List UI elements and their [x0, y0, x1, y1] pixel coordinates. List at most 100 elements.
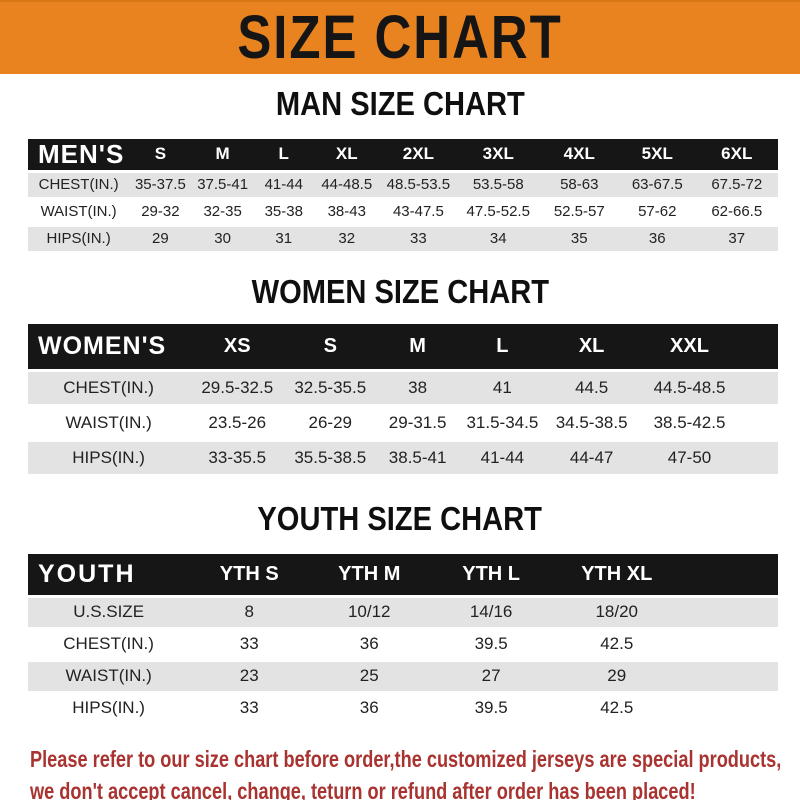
women-col-xxl: XXL: [638, 324, 741, 369]
women-cell: 41: [460, 372, 545, 404]
women-header-row: WOMEN'S XS S M L XL XXL: [28, 324, 778, 369]
men-table-row: CHEST(IN.) 35-37.5 37.5-41 41-44 44-48.5 48.5…: [28, 172, 778, 197]
youth-row-label: CHEST(IN.): [28, 629, 190, 659]
youth-section-heading-text: YOUTH SIZE CHART: [257, 501, 543, 538]
men-col-4xl: 4XL: [539, 138, 619, 170]
youth-col-yth-xl: YTH XL: [553, 553, 681, 595]
women-cell: 26-29: [285, 407, 376, 439]
youth-col-yth-m: YTH M: [309, 553, 430, 595]
men-table-row: WAIST(IN.) 29-32 32-35 35-38 38-43 43-47.5 47.…: [28, 199, 778, 224]
youth-header-filler: [680, 553, 778, 595]
men-cell: 30: [191, 226, 254, 251]
women-col-xs: XS: [189, 324, 286, 369]
women-col-l: L: [460, 324, 545, 369]
men-cell: 35-38: [253, 199, 314, 224]
men-cell: 44-48.5: [313, 172, 380, 197]
women-cell: 34.5-38.5: [544, 407, 639, 439]
youth-cell: 27: [429, 661, 553, 691]
youth-row-label: WAIST(IN.): [28, 661, 190, 691]
women-cell: 29-31.5: [375, 407, 460, 439]
men-cell: 31: [253, 226, 314, 251]
men-header-row: MEN'S S M L XL 2XL 3XL 4XL 5XL 6XL: [28, 138, 778, 170]
women-cell-filler: [740, 372, 778, 404]
youth-cell-filler: [680, 597, 778, 627]
men-cell: 48.5-53.5: [379, 172, 457, 197]
women-cell: 31.5-34.5: [460, 407, 545, 439]
youth-cell: 33: [189, 693, 310, 723]
women-cell: 32.5-35.5: [285, 372, 376, 404]
men-cell: 37.5-41: [191, 172, 254, 197]
men-col-l: L: [253, 138, 314, 170]
men-cell: 34: [457, 226, 540, 251]
youth-header-label: YOUTH: [28, 553, 190, 595]
women-row-label: WAIST(IN.): [28, 407, 190, 439]
men-cell: 37: [695, 226, 778, 251]
youth-size-table: YOUTH YTH S YTH M YTH L YTH XL U.S.SIZE 8 10/1…: [28, 551, 778, 726]
disclaimer-line-1: Please refer to our size chart before or…: [30, 745, 782, 772]
women-table-row: HIPS(IN.) 33-35.5 35.5-38.5 38.5-41 41-44 44-…: [28, 442, 778, 474]
men-col-6xl: 6XL: [695, 138, 778, 170]
women-col-m: M: [375, 324, 460, 369]
disclaimer-line-2: we don't accept cancel, change, teturn o…: [30, 777, 696, 800]
women-cell-filler: [740, 442, 778, 474]
women-col-xl: XL: [544, 324, 639, 369]
men-col-xl: XL: [313, 138, 380, 170]
men-cell: 32: [313, 226, 380, 251]
men-cell: 36: [619, 226, 696, 251]
youth-table-row: U.S.SIZE 8 10/12 14/16 18/20: [28, 597, 778, 627]
men-cell: 43-47.5: [379, 199, 457, 224]
women-col-s: S: [285, 324, 376, 369]
men-cell: 52.5-57: [539, 199, 619, 224]
men-cell: 62-66.5: [695, 199, 778, 224]
women-section-heading: WOMEN SIZE CHART: [0, 273, 800, 311]
youth-cell: 33: [189, 629, 310, 659]
men-cell: 53.5-58: [457, 172, 540, 197]
women-row-label: HIPS(IN.): [28, 442, 190, 474]
youth-cell: 10/12: [309, 597, 430, 627]
men-section-heading-text: MAN SIZE CHART: [275, 86, 525, 123]
men-col-m: M: [191, 138, 254, 170]
men-col-3xl: 3XL: [457, 138, 540, 170]
men-cell: 35: [539, 226, 619, 251]
women-row-label: CHEST(IN.): [28, 372, 190, 404]
youth-cell: 42.5: [553, 629, 681, 659]
youth-size-table-wrap: YOUTH YTH S YTH M YTH L YTH XL U.S.SIZE 8 10/1…: [28, 551, 778, 726]
men-header-label: MEN'S: [28, 138, 130, 170]
youth-cell: 36: [309, 629, 430, 659]
men-cell: 29-32: [129, 199, 192, 224]
women-cell: 44.5-48.5: [638, 372, 741, 404]
men-col-s: S: [129, 138, 192, 170]
women-header-label: WOMEN'S: [28, 324, 190, 369]
men-cell: 32-35: [191, 199, 254, 224]
youth-cell-filler: [680, 629, 778, 659]
youth-cell: 36: [309, 693, 430, 723]
men-cell: 29: [129, 226, 192, 251]
women-cell: 33-35.5: [189, 442, 286, 474]
youth-table-row: WAIST(IN.) 23 25 27 29: [28, 661, 778, 691]
men-row-label: WAIST(IN.): [28, 199, 130, 224]
youth-col-yth-l: YTH L: [429, 553, 553, 595]
women-section-heading-text: WOMEN SIZE CHART: [251, 273, 549, 311]
youth-cell: 8: [189, 597, 310, 627]
youth-cell-filler: [680, 693, 778, 723]
men-size-table-wrap: MEN'S S M L XL 2XL 3XL 4XL 5XL 6XL CHEST(IN.) 35-3…: [28, 136, 778, 254]
women-cell: 44.5: [544, 372, 639, 404]
women-size-table: WOMEN'S XS S M L XL XXL CHEST(IN.) 29.5-32.5 32.…: [28, 321, 778, 477]
youth-table-row: HIPS(IN.) 33 36 39.5 42.5: [28, 693, 778, 723]
youth-header-row: YOUTH YTH S YTH M YTH L YTH XL: [28, 553, 778, 595]
men-cell: 67.5-72: [695, 172, 778, 197]
youth-cell: 39.5: [429, 629, 553, 659]
youth-row-label: HIPS(IN.): [28, 693, 190, 723]
youth-cell: 23: [189, 661, 310, 691]
men-cell: 57-62: [619, 199, 696, 224]
men-row-label: CHEST(IN.): [28, 172, 130, 197]
women-cell: 44-47: [544, 442, 639, 474]
women-size-table-wrap: WOMEN'S XS S M L XL XXL CHEST(IN.) 29.5-32.5 32.…: [28, 321, 778, 477]
women-cell: 47-50: [638, 442, 741, 474]
men-cell: 41-44: [253, 172, 314, 197]
men-cell: 35-37.5: [129, 172, 192, 197]
banner-title: SIZE CHART: [237, 3, 563, 73]
men-section-heading: MAN SIZE CHART: [0, 86, 800, 123]
women-table-row: WAIST(IN.) 23.5-26 26-29 29-31.5 31.5-34.5 34…: [28, 407, 778, 439]
